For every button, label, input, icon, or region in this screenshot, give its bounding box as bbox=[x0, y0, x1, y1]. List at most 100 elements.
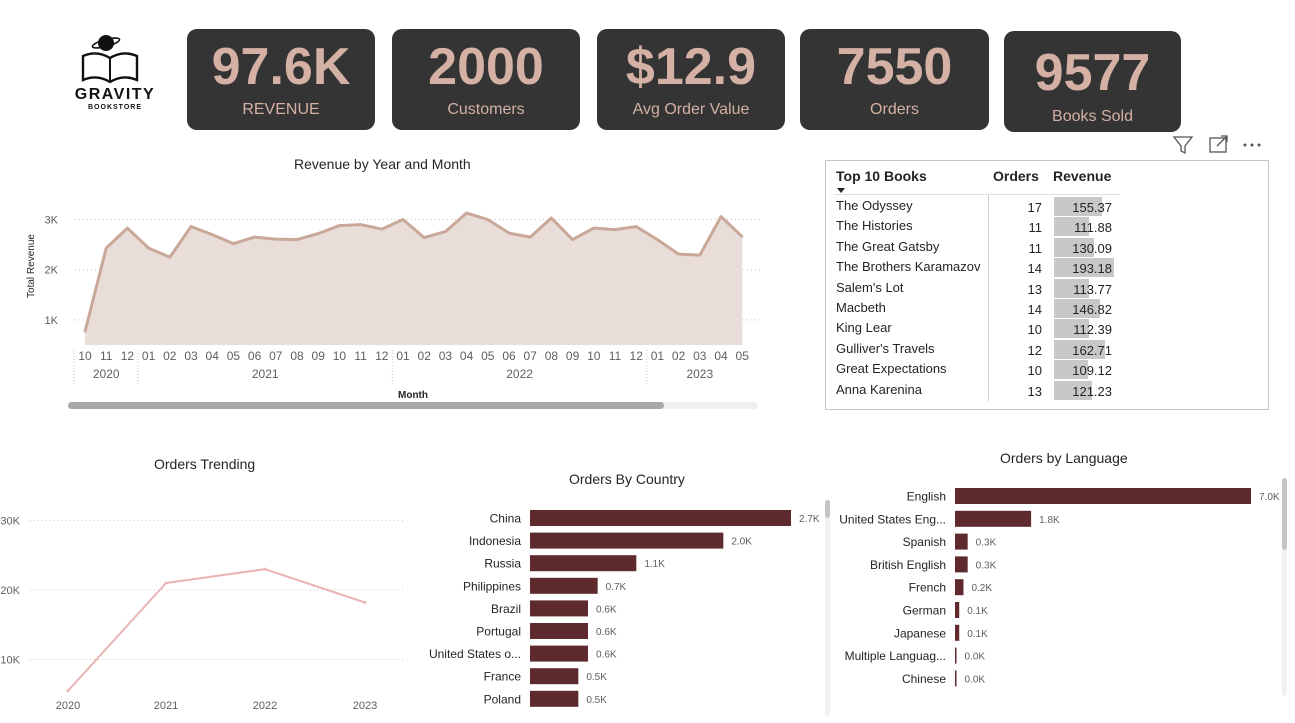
bar[interactable] bbox=[955, 510, 1032, 527]
x-tick-label: 11 bbox=[354, 349, 367, 363]
bar[interactable] bbox=[955, 556, 968, 573]
orders-cell: 11 bbox=[1028, 220, 1043, 236]
kpi-card-orders[interactable]: 7550 Orders bbox=[800, 29, 989, 130]
scrollbar-track[interactable] bbox=[825, 500, 830, 716]
revenue-point[interactable] bbox=[338, 224, 341, 227]
filter-icon[interactable] bbox=[1172, 136, 1194, 155]
bar[interactable] bbox=[530, 600, 588, 617]
scrollbar-thumb[interactable] bbox=[1282, 478, 1287, 550]
revenue-point[interactable] bbox=[126, 226, 129, 230]
scrollbar-thumb[interactable] bbox=[825, 500, 830, 518]
revenue-point[interactable] bbox=[465, 211, 468, 215]
revenue-point[interactable] bbox=[83, 330, 87, 333]
revenue-point[interactable] bbox=[189, 225, 193, 228]
bar[interactable] bbox=[955, 670, 957, 687]
revenue-point[interactable] bbox=[677, 252, 680, 256]
revenue-point[interactable] bbox=[444, 230, 447, 233]
bar[interactable] bbox=[530, 532, 724, 549]
revenue-point[interactable] bbox=[656, 238, 659, 241]
revenue-point[interactable] bbox=[295, 238, 299, 241]
orders-trend-point[interactable] bbox=[263, 567, 267, 571]
scrollbar-thumb[interactable] bbox=[68, 402, 664, 409]
revenue-point[interactable] bbox=[635, 225, 638, 228]
revenue-chart-title: Revenue by Year and Month bbox=[294, 156, 471, 172]
revenue-point[interactable] bbox=[423, 236, 426, 239]
bar[interactable] bbox=[530, 645, 588, 662]
revenue-point[interactable] bbox=[613, 228, 617, 231]
revenue-cell: 109.12 bbox=[1072, 363, 1112, 379]
kpi-card-customers[interactable]: 2000 Customers bbox=[392, 29, 580, 130]
orders-country-bar-chart[interactable]: China 2.7K Indonesia 2.0K Russia 1.1K Philippi… bbox=[0, 0, 840, 723]
kpi-card-books-sold[interactable]: 9577 Books Sold bbox=[1004, 31, 1181, 132]
revenue-point[interactable] bbox=[211, 233, 214, 236]
column-header-revenue[interactable]: Revenue bbox=[1053, 168, 1112, 184]
brand-logo: GRAVITY BOOKSTORE bbox=[60, 30, 170, 120]
table-row[interactable]: The Brothers Karamazov 14 193.18 bbox=[826, 257, 1268, 278]
kpi-card-avg-order-value[interactable]: $12.9 Avg Order Value bbox=[597, 29, 785, 130]
revenue-point[interactable] bbox=[168, 255, 171, 259]
bar[interactable] bbox=[955, 579, 964, 596]
orders-trend-line-chart[interactable]: 10K 20K 30K 2020 2021 2022 2023 bbox=[0, 0, 420, 723]
revenue-point[interactable] bbox=[401, 218, 405, 221]
table-row[interactable]: The Odyssey 17 155.37 bbox=[826, 196, 1268, 216]
x-tick-label: 02 bbox=[163, 349, 177, 363]
sort-desc-icon[interactable] bbox=[837, 188, 845, 193]
x-tick-label: 03 bbox=[439, 349, 453, 363]
table-row[interactable]: Great Expectations 10 109.12 bbox=[826, 359, 1268, 380]
column-header-title[interactable]: Top 10 Books bbox=[836, 168, 927, 184]
book-title-cell: Great Expectations bbox=[836, 361, 947, 377]
revenue-point[interactable] bbox=[507, 231, 511, 235]
bar[interactable] bbox=[955, 488, 1251, 504]
revenue-point[interactable] bbox=[592, 226, 595, 230]
revenue-point[interactable] bbox=[274, 237, 277, 241]
table-row[interactable]: The Histories 11 111.88 bbox=[826, 216, 1268, 237]
revenue-point[interactable] bbox=[359, 223, 362, 226]
bar[interactable] bbox=[530, 555, 637, 572]
revenue-point[interactable] bbox=[571, 238, 574, 241]
table-row[interactable]: The Great Gatsby 11 130.09 bbox=[826, 237, 1268, 257]
bar[interactable] bbox=[955, 624, 960, 641]
revenue-point[interactable] bbox=[232, 242, 235, 245]
bar[interactable] bbox=[530, 510, 791, 526]
revenue-point[interactable] bbox=[550, 216, 553, 220]
orders-trend-point[interactable] bbox=[164, 581, 168, 585]
revenue-point[interactable] bbox=[147, 246, 150, 250]
bar[interactable] bbox=[955, 533, 968, 550]
table-row[interactable]: Anna Karenina 13 121.23 bbox=[826, 380, 1268, 400]
revenue-cell: 111.88 bbox=[1074, 220, 1112, 236]
column-header-orders[interactable]: Orders bbox=[993, 168, 1039, 184]
orders-trend-line[interactable] bbox=[67, 568, 366, 692]
x-tick-label: 08 bbox=[545, 349, 559, 363]
more-options-icon[interactable] bbox=[1243, 143, 1261, 147]
focus-mode-icon[interactable] bbox=[1209, 135, 1228, 153]
table-row[interactable]: Gulliver's Travels 12 162.71 bbox=[826, 339, 1268, 359]
orders-trend-point[interactable] bbox=[363, 601, 367, 605]
table-row[interactable]: King Lear 10 112.39 bbox=[826, 318, 1268, 339]
revenue-point[interactable] bbox=[529, 235, 532, 239]
kpi-card-revenue[interactable]: 97.6K REVENUE bbox=[187, 29, 375, 130]
bar[interactable] bbox=[530, 668, 579, 685]
open-book-globe-icon bbox=[81, 35, 139, 84]
table-row[interactable]: Macbeth 14 146.82 bbox=[826, 298, 1268, 318]
bar[interactable] bbox=[955, 647, 957, 664]
revenue-area-chart[interactable]: 1K 2K 3K 10 11 12 01 02 03 04 05 06 07 08 09 10 11 12 01 02… bbox=[0, 0, 800, 420]
revenue-point[interactable] bbox=[105, 246, 108, 250]
revenue-point[interactable] bbox=[698, 253, 701, 257]
bar[interactable] bbox=[530, 623, 588, 639]
revenue-point[interactable] bbox=[486, 218, 489, 221]
revenue-line[interactable] bbox=[83, 211, 744, 332]
top-books-table[interactable]: Top 10 Books Orders Revenue The Odyssey 1… bbox=[825, 160, 1269, 410]
table-row[interactable]: Salem's Lot 13 113.77 bbox=[826, 278, 1268, 298]
revenue-point[interactable] bbox=[317, 232, 320, 235]
revenue-point[interactable] bbox=[380, 227, 383, 231]
revenue-point[interactable] bbox=[253, 235, 256, 239]
bar[interactable] bbox=[955, 602, 960, 618]
bar[interactable] bbox=[530, 690, 579, 707]
bar[interactable] bbox=[530, 577, 598, 594]
orders-trend-point[interactable] bbox=[66, 689, 70, 693]
data-label: 1.1K bbox=[644, 559, 665, 570]
revenue-point[interactable] bbox=[741, 235, 744, 238]
revenue-point[interactable] bbox=[719, 215, 723, 218]
x-tick-label: 12 bbox=[375, 349, 389, 363]
